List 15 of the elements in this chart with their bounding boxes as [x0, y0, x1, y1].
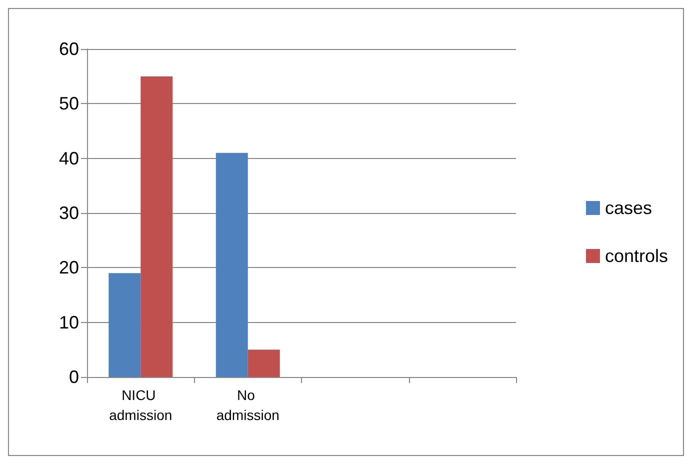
x-tick-label: No admission	[216, 387, 280, 423]
legend-label: controls	[604, 246, 668, 266]
bar	[140, 76, 173, 377]
x-tick-label: NICU admission	[109, 387, 172, 423]
y-tick-label: 10	[58, 312, 79, 332]
bar	[108, 273, 141, 377]
y-tick-label: 50	[58, 94, 79, 114]
legend-label: cases	[604, 198, 652, 218]
bar	[248, 350, 280, 377]
y-tick-label: 40	[58, 148, 79, 168]
bar	[216, 152, 248, 377]
y-tick-label: 30	[58, 203, 79, 223]
y-tick-label: 60	[58, 39, 79, 59]
y-tick-label: 20	[58, 258, 79, 278]
y-tick-label: 0	[68, 367, 79, 387]
